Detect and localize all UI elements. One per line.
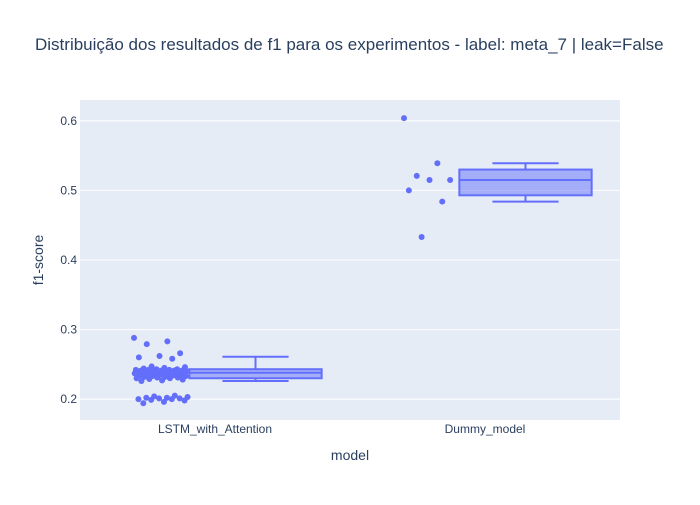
x-tick-label: Dummy_model <box>445 422 526 436</box>
data-point <box>148 396 155 403</box>
y-tick-label: 0.3 <box>60 323 77 337</box>
data-point <box>439 198 446 205</box>
data-point <box>176 395 183 402</box>
data-point <box>163 394 170 401</box>
y-tick-label: 0.5 <box>60 183 77 197</box>
box-iqr <box>188 368 323 380</box>
data-point <box>131 370 138 377</box>
data-point <box>179 376 186 383</box>
x-tick-label: LSTM_with_Attention <box>158 422 272 436</box>
data-point <box>174 374 181 381</box>
data-point <box>138 378 145 385</box>
data-point <box>156 395 163 402</box>
data-point <box>434 160 441 167</box>
box-LSTM_with_Attention <box>188 355 323 383</box>
data-point <box>154 374 161 381</box>
data-point <box>146 375 153 382</box>
data-point <box>168 396 175 403</box>
y-tick-label: 0.4 <box>60 253 77 267</box>
data-point <box>413 172 420 179</box>
data-point <box>156 353 163 359</box>
data-point <box>135 354 142 361</box>
data-point <box>401 115 407 122</box>
data-point <box>426 177 433 183</box>
data-point <box>141 373 148 380</box>
points-layer <box>131 115 454 407</box>
data-point <box>405 187 412 194</box>
data-point <box>140 400 147 407</box>
data-point <box>169 355 176 362</box>
data-point <box>181 397 188 404</box>
data-point <box>143 341 150 348</box>
data-point <box>143 394 150 401</box>
y-tick-label: 0.6 <box>60 114 77 128</box>
data-point <box>131 334 137 341</box>
chart-title: Distribuição dos resultados de f1 para o… <box>35 35 664 54</box>
y-axis-title: f1-score <box>30 235 46 286</box>
box-Dummy_model <box>458 162 593 203</box>
data-point <box>164 338 171 345</box>
boxes-layer <box>188 162 593 383</box>
data-point <box>418 234 425 241</box>
data-point <box>160 398 167 405</box>
y-tick-labels: 0.2 0.3 0.4 0.5 0.6 <box>60 114 77 406</box>
x-axis-title: model <box>331 447 369 463</box>
data-point <box>447 177 454 183</box>
box-iqr <box>458 168 593 197</box>
data-point <box>177 350 184 357</box>
data-point <box>133 375 140 382</box>
x-tick-labels: LSTM_with_Attention Dummy_model <box>158 422 525 436</box>
data-point <box>135 396 142 403</box>
data-point <box>159 377 166 384</box>
y-tick-label: 0.2 <box>60 392 77 406</box>
data-point <box>166 375 173 382</box>
